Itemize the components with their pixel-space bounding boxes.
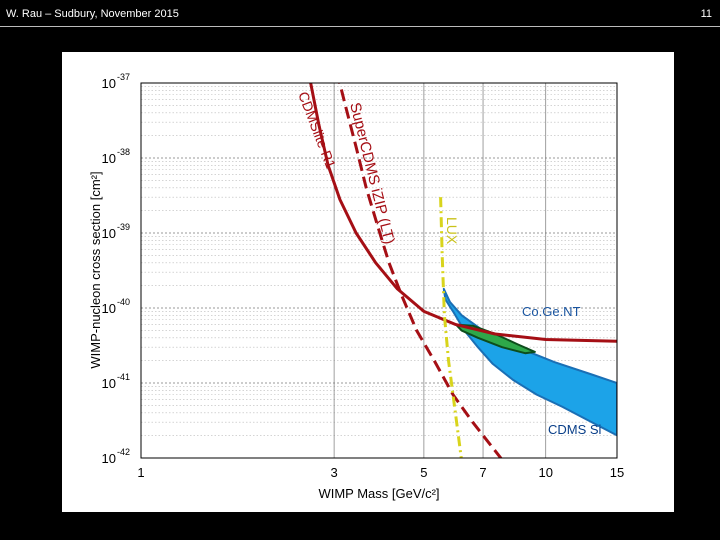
- header-divider: [0, 26, 720, 27]
- label-cdms-si: CDMS Si: [548, 422, 602, 437]
- plot-frame: [140, 82, 618, 459]
- y-tick-exponent: -42: [117, 447, 130, 457]
- y-tick-exponent: -38: [117, 147, 130, 157]
- x-tick-label: 3: [330, 465, 337, 480]
- y-tick-label: 10: [102, 226, 116, 241]
- y-tick-exponent: -37: [117, 72, 130, 82]
- x-tick-label: 1: [137, 465, 144, 480]
- y-tick-exponent: -41: [117, 372, 130, 382]
- x-tick-label: 7: [479, 465, 486, 480]
- curves-layer: [309, 83, 617, 458]
- curve-cdmslite-r1: [309, 83, 617, 343]
- y-tick-label: 10: [102, 451, 116, 466]
- slide-header: W. Rau – Sudbury, November 2015: [6, 8, 179, 20]
- label-cogent: Co.Ge.NT: [522, 304, 581, 319]
- x-tick-label: 10: [538, 465, 552, 480]
- x-axis-label: WIMP Mass [GeV/c²]: [318, 486, 439, 501]
- y-tick-exponent: -39: [117, 222, 130, 232]
- label-lux: LUX: [444, 217, 460, 245]
- x-tick-label: 15: [610, 465, 624, 480]
- y-tick-label: 10: [102, 151, 116, 166]
- y-tick-label: 10: [102, 76, 116, 91]
- x-tick-labels: 1 3 5 7 10 15: [137, 465, 624, 480]
- y-tick-label: 10: [102, 376, 116, 391]
- y-axis-label: WIMP-nucleon cross section [cm²]: [88, 171, 103, 368]
- minor-grid: [141, 86, 617, 436]
- exclusion-plot: 1 3 5 7 10 15 10-3710-3810-3910-4010-4110-42 …: [88, 72, 624, 501]
- chart-figure: 1 3 5 7 10 15 10 -37 10 -38 10 -39 10 -40 10 -41 10 -42 …: [62, 52, 674, 512]
- x-tick-label: 5: [420, 465, 427, 480]
- slide-number: 11: [700, 8, 712, 20]
- y-tick-exponent: -40: [117, 297, 130, 307]
- curve-lux: [439, 197, 463, 458]
- y-tick-label: 10: [102, 301, 116, 316]
- curve-supercdms-izip-lt-: [338, 83, 503, 458]
